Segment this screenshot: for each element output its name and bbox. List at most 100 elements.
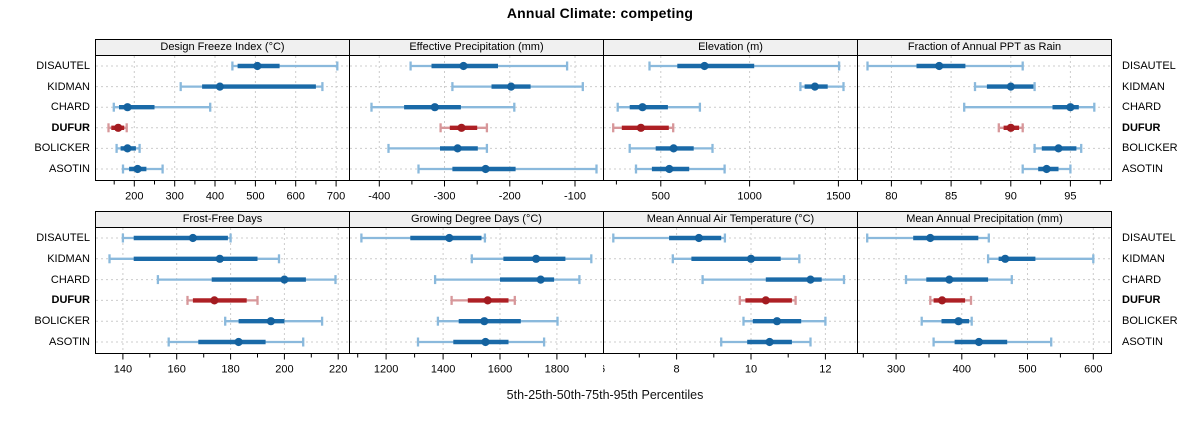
- station-label-bolicker: BOLICKER: [34, 315, 90, 328]
- panel-elevation-m: Elevation (m) 500 1000 1500: [603, 39, 858, 207]
- svg-text:220: 220: [329, 364, 347, 376]
- svg-text:180: 180: [221, 364, 239, 376]
- panel-plot-area: [349, 228, 604, 354]
- panel-x-axis-svg: 300 400 500 600: [862, 354, 1102, 376]
- panel-x-axis: 6 8 10 12: [603, 354, 858, 380]
- chart-title: Annual Climate: competing: [506, 5, 694, 21]
- panel-plot-area: [857, 56, 1112, 181]
- svg-text:-200: -200: [499, 191, 521, 203]
- panel-x-axis: 300 400 500 600: [857, 354, 1112, 380]
- panel-fraction-of-annual-ppt-as-rain: Fraction of Annual PPT as Rain 80 85 90 95: [857, 39, 1112, 207]
- panel-effective-precipitation-mm: Effective Precipitation (mm) -400 -300 -200…: [349, 39, 604, 207]
- svg-text:200: 200: [275, 364, 293, 376]
- svg-text:90: 90: [1005, 191, 1017, 203]
- svg-text:6: 6: [603, 364, 605, 376]
- panel-strip-title: Growing Degree Days (°C): [349, 211, 604, 228]
- svg-text:85: 85: [945, 191, 957, 203]
- panel-mean-annual-precipitation-mm: Mean Annual Precipitation (mm) 300 400 500 6…: [857, 211, 1112, 380]
- panel-x-axis-svg: -400 -300 -200 -100: [368, 181, 586, 203]
- panel-x-axis-svg: 1200 1400 1600 1800: [357, 354, 586, 376]
- station-label-dufur: DUFUR: [51, 121, 91, 134]
- svg-text:95: 95: [1064, 191, 1076, 203]
- svg-text:1500: 1500: [826, 191, 850, 203]
- station-label-chard: CHARD: [1122, 101, 1162, 114]
- station-label-disautel: DISAUTEL: [36, 232, 90, 244]
- station-label-dufur: DUFUR: [51, 294, 91, 307]
- svg-text:400: 400: [206, 191, 224, 203]
- svg-text:-300: -300: [433, 191, 455, 203]
- svg-text:80: 80: [885, 191, 897, 203]
- station-label-chard: CHARD: [50, 101, 90, 114]
- station-label-asotin: ASOTIN: [49, 163, 90, 175]
- svg-text:12: 12: [819, 364, 831, 376]
- svg-text:1000: 1000: [737, 191, 761, 203]
- panel-mean-annual-air-temperature-c: Mean Annual Air Temperature (°C) 6 8 10 12: [603, 211, 858, 380]
- panel-x-axis-svg: 6 8 10 12: [603, 354, 832, 376]
- panel-plot-area: [603, 56, 858, 181]
- panel-growing-degree-days-c: Growing Degree Days (°C) 1200 1400 1600 1800: [349, 211, 604, 380]
- station-label-dufur: DUFUR: [1122, 121, 1161, 134]
- station-label-asotin: ASOTIN: [49, 336, 90, 348]
- percentile-caption: 5th-25th-50th-75th-95th Percentiles: [506, 388, 704, 402]
- panel-x-axis: -400 -300 -200 -100: [349, 181, 604, 207]
- svg-text:10: 10: [745, 364, 757, 376]
- panel-plot-area: [603, 228, 858, 354]
- panel-plot-svg: [350, 56, 603, 180]
- svg-text:400: 400: [953, 364, 971, 376]
- panel-x-axis: 500 1000 1500: [603, 181, 858, 207]
- panel-strip-title: Elevation (m): [603, 39, 858, 56]
- station-label-disautel: DISAUTEL: [1122, 232, 1176, 244]
- svg-text:160: 160: [168, 364, 186, 376]
- svg-text:-400: -400: [368, 191, 390, 203]
- panel-plot-svg: [604, 228, 857, 353]
- panel-strip-title: Mean Annual Air Temperature (°C): [603, 211, 858, 228]
- station-label-asotin: ASOTIN: [1122, 336, 1163, 348]
- station-label-asotin: ASOTIN: [1122, 163, 1163, 175]
- panel-strip-title: Fraction of Annual PPT as Rain: [857, 39, 1112, 56]
- panel-plot-area: [95, 228, 350, 354]
- panel-plot-area: [349, 56, 604, 181]
- station-label-kidman: KIDMAN: [47, 252, 90, 265]
- panel-x-axis-svg: 200 300 400 500 600 700: [113, 181, 345, 203]
- panel-x-axis: 80 85 90 95: [857, 181, 1112, 207]
- svg-text:-100: -100: [564, 191, 586, 203]
- station-label-chard: CHARD: [50, 273, 90, 286]
- panel-x-axis-svg: 500 1000 1500: [615, 181, 851, 203]
- station-label-dufur: DUFUR: [1122, 294, 1161, 307]
- svg-text:200: 200: [125, 191, 143, 203]
- panel-x-axis: 1200 1400 1600 1800: [349, 354, 604, 380]
- panel-x-axis-svg: 80 85 90 95: [861, 181, 1101, 203]
- svg-text:1200: 1200: [374, 364, 398, 376]
- panel-plot-svg: [96, 56, 349, 180]
- station-label-bolicker: BOLICKER: [34, 142, 90, 155]
- station-label-disautel: DISAUTEL: [36, 60, 90, 72]
- svg-text:600: 600: [1084, 364, 1102, 376]
- panel-strip-title: Mean Annual Precipitation (mm): [857, 211, 1112, 228]
- panel-frost-free-days: Frost-Free Days 140 160 180 200 220: [95, 211, 350, 380]
- svg-text:500: 500: [652, 191, 670, 203]
- panel-strip-title: Effective Precipitation (mm): [349, 39, 604, 56]
- svg-text:8: 8: [674, 364, 680, 376]
- panel-strip-title: Design Freeze Index (°C): [95, 39, 350, 56]
- station-label-chard: CHARD: [1122, 273, 1162, 286]
- panel-design-freeze-index-c: Design Freeze Index (°C) 200 300 400 500 600 7…: [95, 39, 350, 207]
- station-label-kidman: KIDMAN: [1122, 80, 1165, 93]
- svg-text:140: 140: [114, 364, 132, 376]
- svg-text:500: 500: [246, 191, 264, 203]
- panel-x-axis-svg: 140 160 180 200 220: [114, 354, 347, 376]
- panel-x-axis: 200 300 400 500 600 700: [95, 181, 350, 207]
- svg-text:300: 300: [887, 364, 905, 376]
- panel-plot-svg: [604, 56, 857, 180]
- svg-text:600: 600: [287, 191, 305, 203]
- panel-plot-area: [95, 56, 350, 181]
- station-label-disautel: DISAUTEL: [1122, 60, 1176, 72]
- panel-plot-svg: [858, 56, 1111, 180]
- station-label-bolicker: BOLICKER: [1122, 315, 1178, 328]
- station-label-bolicker: BOLICKER: [1122, 142, 1178, 155]
- station-label-kidman: KIDMAN: [1122, 252, 1165, 265]
- panel-plot-svg: [858, 228, 1111, 353]
- svg-text:1600: 1600: [488, 364, 512, 376]
- panel-plot-svg: [350, 228, 603, 353]
- svg-text:1800: 1800: [545, 364, 569, 376]
